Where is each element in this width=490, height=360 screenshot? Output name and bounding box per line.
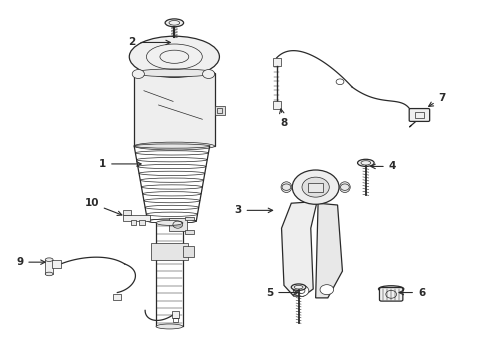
Bar bbox=[114, 294, 121, 300]
Ellipse shape bbox=[165, 19, 184, 27]
Text: 7: 7 bbox=[429, 93, 446, 107]
Text: 2: 2 bbox=[128, 37, 171, 48]
Bar bbox=[183, 246, 194, 257]
Bar bbox=[45, 260, 53, 274]
Text: 6: 6 bbox=[399, 288, 425, 297]
Bar bbox=[134, 73, 215, 146]
Circle shape bbox=[320, 285, 334, 295]
Bar bbox=[273, 102, 281, 109]
Ellipse shape bbox=[340, 182, 350, 193]
Text: 9: 9 bbox=[16, 257, 45, 267]
Polygon shape bbox=[282, 202, 317, 296]
Ellipse shape bbox=[156, 324, 183, 329]
Bar bbox=[215, 106, 225, 114]
Ellipse shape bbox=[129, 36, 220, 77]
Bar bbox=[273, 58, 281, 66]
Polygon shape bbox=[316, 203, 343, 298]
Ellipse shape bbox=[134, 69, 215, 77]
Circle shape bbox=[302, 177, 329, 197]
Bar bbox=[185, 217, 194, 220]
Ellipse shape bbox=[202, 69, 215, 78]
FancyBboxPatch shape bbox=[379, 288, 403, 301]
Ellipse shape bbox=[281, 182, 292, 193]
Bar bbox=[172, 311, 179, 318]
Ellipse shape bbox=[378, 286, 404, 292]
Bar bbox=[139, 220, 145, 225]
Text: 8: 8 bbox=[280, 109, 287, 128]
Ellipse shape bbox=[358, 159, 374, 166]
Ellipse shape bbox=[45, 272, 53, 276]
Bar bbox=[217, 108, 222, 113]
Text: 4: 4 bbox=[371, 161, 396, 171]
Circle shape bbox=[293, 285, 309, 296]
Ellipse shape bbox=[156, 220, 183, 225]
Text: 3: 3 bbox=[234, 205, 272, 215]
Ellipse shape bbox=[132, 69, 145, 78]
Bar bbox=[415, 112, 424, 118]
Bar bbox=[52, 260, 61, 267]
Bar bbox=[123, 215, 150, 221]
Bar bbox=[173, 318, 178, 322]
Bar bbox=[130, 220, 136, 225]
Ellipse shape bbox=[134, 142, 215, 150]
Ellipse shape bbox=[291, 284, 306, 291]
Bar bbox=[169, 218, 187, 231]
Bar bbox=[308, 183, 323, 192]
FancyBboxPatch shape bbox=[409, 109, 430, 121]
Ellipse shape bbox=[45, 258, 53, 261]
Bar bbox=[151, 243, 188, 260]
Text: 1: 1 bbox=[99, 159, 141, 169]
Bar bbox=[123, 210, 131, 215]
Text: 5: 5 bbox=[266, 288, 298, 297]
Bar bbox=[185, 230, 194, 234]
Circle shape bbox=[292, 170, 339, 204]
Text: 10: 10 bbox=[84, 198, 122, 215]
